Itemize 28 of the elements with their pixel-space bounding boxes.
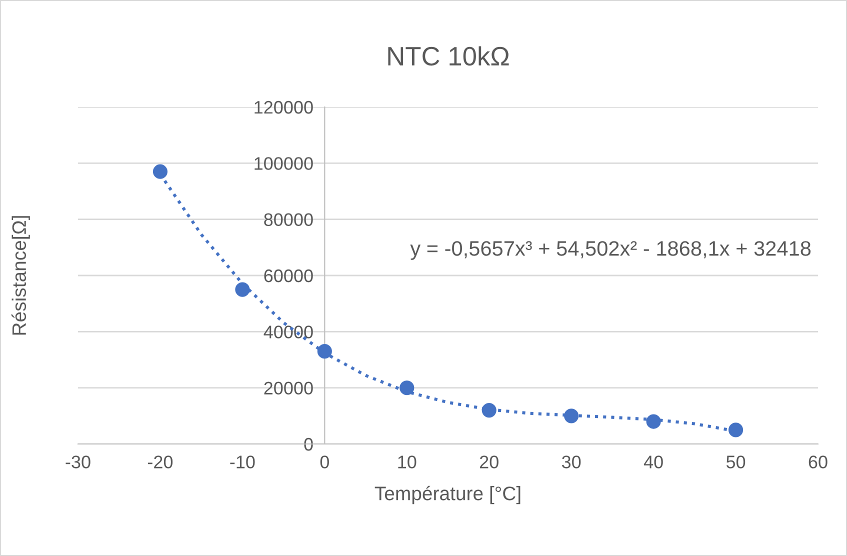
point [728, 422, 744, 438]
y-tick-label: 40000 [264, 326, 313, 338]
x-tick-label: 10 [398, 456, 416, 468]
point [152, 164, 168, 179]
chart-title: NTC 10kΩ [388, 46, 509, 66]
y-tick-label: 100000 [254, 157, 313, 170]
x-tick-label: 30 [562, 456, 581, 468]
point [400, 380, 414, 396]
x-tick-label: 0 [320, 456, 329, 468]
x-tick-label: -30 [66, 456, 90, 468]
y-tick-label: 80000 [264, 213, 313, 226]
annotation: y = -0,5657x³ + 54,502x² - 1868,1x + 32418 [410, 241, 811, 260]
x-tick-label: -20 [148, 456, 173, 468]
y-tick-label: 120000 [254, 100, 313, 114]
point [646, 414, 661, 429]
y-axis-title: Résistance[Ω] [12, 216, 30, 335]
x-tick-label: 20 [480, 456, 498, 468]
x-tick-label: -10 [230, 456, 255, 468]
x-tick-label: 60 [808, 456, 828, 468]
point [564, 408, 579, 424]
x-tick-label: 40 [644, 456, 663, 468]
y-tick-label: 20000 [264, 382, 313, 395]
point [482, 403, 496, 418]
y-tick-label: 60000 [264, 269, 313, 282]
x-tick-label: 50 [726, 456, 746, 468]
point [317, 344, 332, 359]
point [235, 282, 250, 297]
x-axis-title: Température [°C] [374, 486, 520, 504]
